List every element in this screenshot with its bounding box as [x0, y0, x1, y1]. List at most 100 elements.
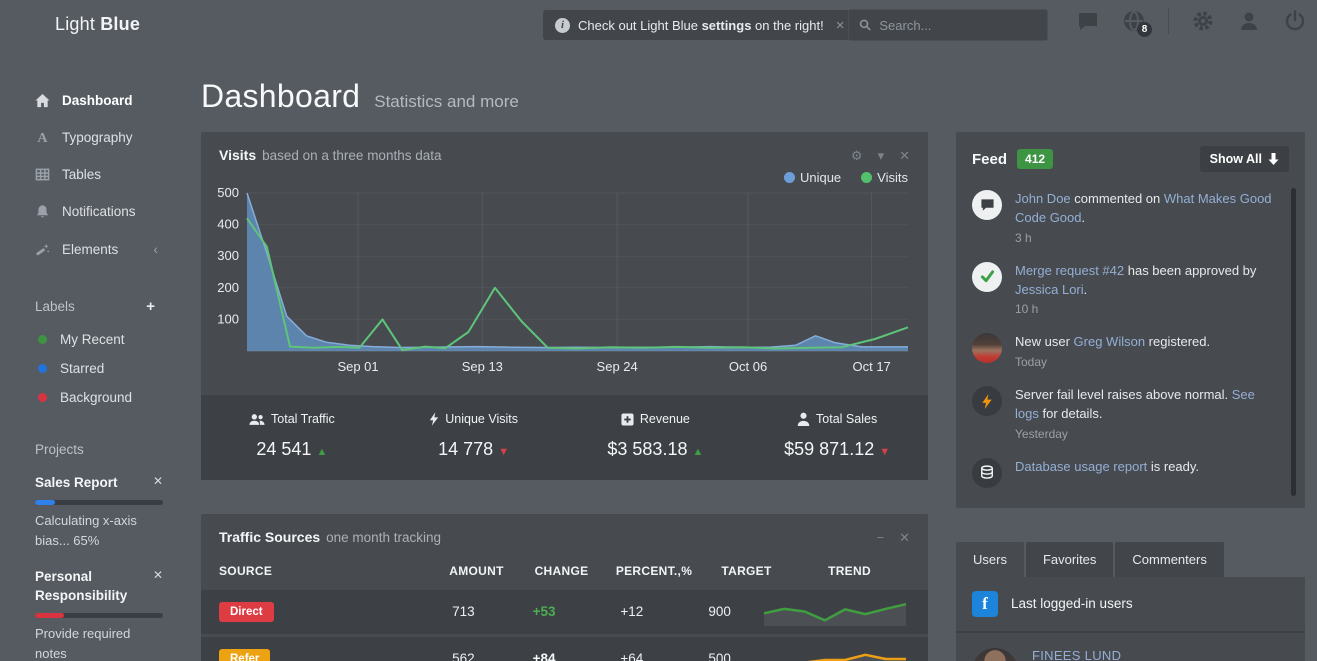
trend-down-icon: ▼: [498, 446, 510, 458]
widget-close-icon[interactable]: ✕: [899, 148, 910, 163]
header-divider: [1168, 8, 1169, 34]
search-input[interactable]: [879, 17, 1037, 33]
power-icon[interactable]: [1283, 9, 1307, 33]
sidebar-item-dashboard[interactable]: Dashboard: [0, 82, 200, 119]
stat-revenue: Revenue $3 583.18 ▲: [565, 412, 747, 460]
label-item-background[interactable]: Background: [38, 383, 165, 412]
sidebar-item-label: Elements: [62, 241, 119, 257]
svg-text:Sep 01: Sep 01: [337, 359, 378, 374]
sidebar-item-label: Dashboard: [62, 93, 133, 108]
sidebar-item-notifications[interactable]: Notifications: [0, 193, 200, 230]
add-label-icon[interactable]: +: [146, 298, 155, 315]
change-cell: +53: [532, 604, 556, 619]
stat-value: $59 871.12: [784, 439, 875, 459]
traffic-widget-title: Traffic Sources: [219, 529, 321, 545]
user-name-link[interactable]: FINEES LUND: [1032, 647, 1122, 661]
legend-label: Unique: [799, 170, 842, 185]
feed-link[interactable]: Merge request #42: [1015, 262, 1125, 278]
logo-light: Light: [55, 14, 101, 34]
tab-favorites[interactable]: Favorites: [1025, 541, 1114, 577]
projects-title: Projects: [35, 442, 84, 457]
feed-link[interactable]: See logs: [1015, 387, 1255, 422]
feed-link[interactable]: Jessica Lori: [1015, 281, 1084, 297]
sidebar: Dashboard A Typography Tables Notifications E…: [0, 50, 200, 661]
project-desc: Provide required notes: [35, 625, 131, 661]
project-close-icon[interactable]: ✕: [152, 474, 163, 488]
column-header-percent: PERCENT.,%: [615, 563, 693, 578]
project-name[interactable]: Personal Responsibility: [35, 568, 128, 604]
gear-icon[interactable]: [1191, 9, 1215, 33]
widget-collapse-icon[interactable]: ▾: [877, 148, 885, 163]
labels-section: Labels + My Recent Starred Background: [0, 298, 200, 412]
trend-up-icon: ▲: [316, 446, 328, 458]
sidebar-item-elements[interactable]: Elements ‹: [0, 230, 200, 268]
tables-icon: [35, 167, 51, 182]
svg-text:Oct 17: Oct 17: [852, 359, 890, 374]
stat-value: 14 778: [438, 439, 494, 459]
feed-text-segment: has been approved by: [1124, 262, 1257, 278]
feed-item: Server fail level raises above normal. S…: [972, 386, 1279, 441]
user-row[interactable]: FINEES LUND Product Designer Last logged…: [956, 633, 1305, 661]
show-all-button[interactable]: Show All: [1199, 146, 1289, 172]
project-progress: [35, 612, 163, 618]
source-badge[interactable]: Direct: [219, 601, 274, 622]
logo-bold: Blue: [100, 14, 141, 34]
legend-item-visits[interactable]: Visits: [861, 170, 908, 185]
svg-text:100: 100: [217, 311, 239, 326]
info-icon: i: [555, 17, 570, 33]
feed-scrollbar[interactable]: [1291, 188, 1296, 496]
feed-widget: Feed 412 Show All John Doe commented on …: [956, 132, 1305, 508]
stat-total-traffic: Total Traffic 24 541 ▲: [201, 412, 383, 460]
project-name[interactable]: Sales Report: [35, 475, 118, 490]
svg-text:200: 200: [217, 280, 239, 295]
widget-close-icon[interactable]: ✕: [899, 529, 910, 545]
widget-minimize-icon[interactable]: −: [876, 530, 885, 545]
label-item-my-recent[interactable]: My Recent: [38, 325, 165, 354]
stat-label: Total Sales: [816, 412, 878, 426]
visits-widget-title: Visits: [219, 147, 257, 163]
feed-link[interactable]: John Doe: [1015, 191, 1071, 206]
widget-settings-icon[interactable]: ⚙: [850, 148, 863, 163]
column-header-target: TARGET: [721, 563, 772, 578]
feed-item: John Doe commented on What Makes Good Co…: [972, 190, 1279, 245]
feed-avatar: [972, 333, 1002, 364]
users-tabs-widget: Users Favorites Commenters f Last logged-i…: [956, 541, 1305, 661]
sidebar-item-typography[interactable]: A Typography: [0, 119, 200, 156]
source-badge[interactable]: Refer: [219, 648, 271, 661]
stat-label: Total Traffic: [271, 412, 335, 426]
legend-dot: [783, 172, 795, 183]
sidebar-item-tables[interactable]: Tables: [0, 156, 200, 193]
user-icon[interactable]: [1237, 9, 1261, 33]
target-cell: 500: [708, 651, 731, 661]
tab-users[interactable]: Users: [956, 541, 1024, 577]
legend-dot: [861, 172, 873, 183]
people-icon: [249, 413, 265, 426]
chat-icon[interactable]: [1076, 9, 1100, 33]
tab-commenters[interactable]: Commenters: [1115, 541, 1224, 577]
project-close-icon[interactable]: ✕: [152, 567, 163, 582]
label-color-dot: [38, 335, 47, 344]
label-item-starred[interactable]: Starred: [38, 354, 165, 383]
panel-divider: [956, 630, 1305, 633]
app-logo[interactable]: Light Blue: [55, 14, 140, 35]
amount-cell: 562: [452, 651, 475, 661]
globe-icon[interactable]: 8: [1122, 9, 1152, 37]
search-box[interactable]: [848, 9, 1048, 41]
feed-text-segment: Server fail level raises above normal.: [1015, 387, 1232, 403]
feed-timestamp: Today: [1015, 355, 1048, 370]
feed-timestamp: Yesterday: [1015, 426, 1068, 441]
feed-text-segment: for details.: [1038, 406, 1103, 422]
feed-link[interactable]: What Makes Good Code Good: [1015, 191, 1272, 225]
legend-item-unique[interactable]: Unique: [783, 170, 842, 185]
page-title-text: Dashboard: [201, 78, 361, 114]
user-avatar[interactable]: [972, 647, 1018, 661]
amount-cell: 713: [452, 604, 475, 619]
banner-close-icon[interactable]: ×: [835, 16, 845, 34]
bell-icon: [35, 204, 51, 219]
feed-link[interactable]: Greg Wilson: [1073, 334, 1146, 350]
feed-link[interactable]: Database usage report: [1015, 458, 1148, 474]
traffic-table-header: SOURCE AMOUNT CHANGE PERCENT.,% TARGET TREND: [201, 546, 928, 590]
facebook-icon[interactable]: f: [972, 590, 998, 617]
column-header-source: SOURCE: [219, 563, 273, 578]
label-text: Starred: [60, 361, 105, 376]
